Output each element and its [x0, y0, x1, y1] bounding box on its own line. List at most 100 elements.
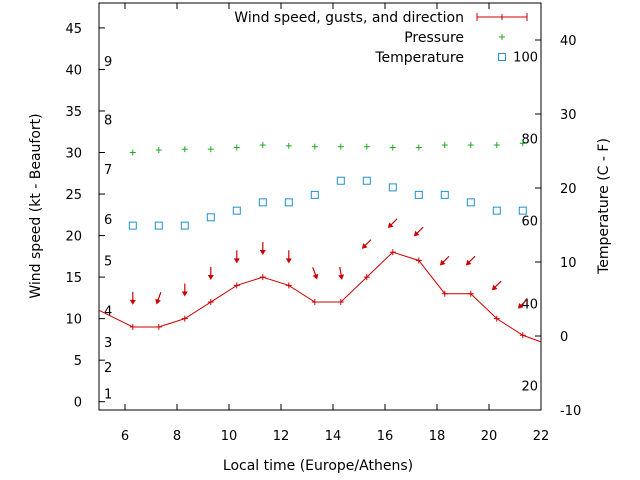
legend: Wind speed, gusts, and direction Pressure…: [234, 10, 528, 66]
temperature-point: [284, 198, 293, 207]
temperature-point: [362, 176, 371, 185]
pressure-point: [181, 146, 188, 153]
wind-speed-point: [337, 299, 344, 306]
pressure-point: [207, 146, 214, 153]
y-left-tick-label: 10: [65, 313, 82, 328]
wind-direction-arrow: [439, 255, 450, 266]
y-axis-right-label: Temperature (C - F): [596, 138, 612, 275]
beaufort-label: 9: [104, 55, 112, 70]
wind-speed-point: [259, 274, 266, 281]
wind-speed-point: [441, 290, 448, 297]
x-tick-label: 18: [429, 429, 446, 444]
plot-frame: [98, 2, 542, 411]
arrow-head: [285, 258, 292, 264]
wind-speed-point: [207, 299, 214, 306]
y-left-tick-label: 25: [65, 188, 82, 203]
legend-marker-square: [498, 53, 506, 61]
beaufort-label: 6: [104, 213, 112, 228]
fahrenheit-label: 80: [521, 132, 538, 147]
x-axis-ticks: 6 8 10 12 14 16 18 20 22: [121, 3, 549, 444]
pressure-point: [519, 140, 526, 147]
arrow-head: [465, 259, 472, 266]
y-left-tick-label: 35: [65, 105, 82, 120]
arrow-head: [439, 259, 446, 266]
wind-speed-point: [467, 290, 474, 297]
wind-speed-point: [363, 274, 370, 281]
right-axis-ticks: -10 0 10 20 30 40: [535, 34, 581, 419]
y-right-tick-label: 40: [560, 34, 577, 49]
left-axis-ticks: 0 5 10 15 20 25 30 35 40 45: [65, 22, 105, 411]
arrow-head: [413, 230, 420, 237]
wind-speed-point: [181, 315, 188, 322]
x-tick-label: 12: [273, 429, 290, 444]
series-2: [128, 176, 527, 230]
x-tick-label: 8: [173, 429, 181, 444]
x-tick-label: 10: [221, 429, 238, 444]
beaufort-label: 4: [104, 304, 112, 319]
pressure-point: [467, 142, 474, 149]
arrow-head: [207, 274, 214, 280]
legend-entry: Pressure: [404, 30, 505, 46]
temperature-point: [206, 213, 215, 222]
temperature-point: [154, 221, 163, 230]
x-tick-label: 14: [325, 429, 342, 444]
arrow-head: [312, 273, 319, 280]
beaufort-scale-labels: 1 2 3 4 5 6 7 8 9: [104, 55, 112, 402]
wind-direction-arrow: [129, 291, 136, 305]
beaufort-label: 3: [104, 336, 112, 351]
arrow-head: [361, 243, 368, 249]
beaufort-label: 2: [104, 361, 112, 376]
wind-direction-arrow: [387, 218, 398, 229]
fahrenheit-label: 40: [521, 297, 538, 312]
pressure-point: [337, 143, 344, 150]
series-1: [129, 140, 526, 156]
wind-direction-arrow: [338, 266, 345, 280]
temperature-point: [466, 198, 475, 207]
series-layer: [98, 140, 542, 343]
series-0: [98, 249, 542, 343]
x-tick-label: 16: [377, 429, 394, 444]
beaufort-label: 7: [104, 163, 112, 178]
legend-entry: Wind speed, gusts, and direction: [234, 10, 528, 26]
x-tick-label: 20: [481, 429, 498, 444]
wind-speed-point: [155, 323, 162, 330]
wind-direction-arrows: [129, 218, 528, 309]
temperature-point: [336, 176, 345, 185]
fahrenheit-label: 100: [513, 50, 538, 65]
temperature-point: [440, 190, 449, 199]
pressure-point: [493, 142, 500, 149]
wind-speed-point: [129, 323, 136, 330]
pressure-point: [415, 144, 422, 151]
pressure-point: [311, 143, 318, 150]
temperature-point: [128, 221, 137, 230]
y-axis-left-label: Wind speed (kt - Beaufort): [28, 113, 44, 298]
wind-direction-arrow: [413, 226, 424, 237]
legend-label: Pressure: [404, 30, 464, 46]
legend-label: Wind speed, gusts, and direction: [234, 10, 464, 26]
beaufort-label: 5: [104, 254, 112, 269]
wind-speed-point: [233, 282, 240, 289]
y-left-tick-label: 40: [65, 63, 82, 78]
pressure-point: [441, 142, 448, 149]
wind-speed-point: [493, 315, 500, 322]
y-left-tick-label: 5: [74, 354, 82, 369]
y-left-tick-label: 20: [65, 230, 82, 245]
wind-direction-arrow: [517, 299, 528, 309]
temperature-point: [258, 198, 267, 207]
fahrenheit-label: 60: [521, 215, 538, 230]
y-left-tick-label: 30: [65, 147, 82, 162]
beaufort-label: 1: [104, 387, 112, 402]
arrow-head: [155, 298, 161, 305]
y-left-tick-label: 45: [65, 22, 82, 37]
wind-speed-point: [519, 332, 526, 339]
temperature-point: [388, 183, 397, 192]
legend-label: Temperature: [374, 50, 464, 66]
arrow-head: [129, 299, 136, 305]
y-right-tick-label: 30: [560, 108, 577, 123]
temperature-point: [414, 190, 423, 199]
y-left-tick-label: 15: [65, 271, 82, 286]
temperature-point: [180, 221, 189, 230]
temperature-point: [492, 206, 501, 215]
fahrenheit-scale-labels: 20 40 60 80 100: [513, 50, 538, 394]
